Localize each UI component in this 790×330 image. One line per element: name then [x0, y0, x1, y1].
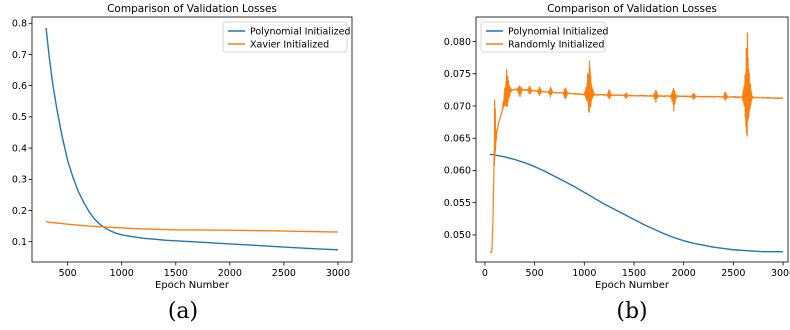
y-tick-label: 0.070 [444, 101, 471, 112]
y-tick-label: 0.2 [12, 206, 27, 217]
legend-label: Xavier Initialized [250, 39, 329, 50]
legend-label: Polynomial Initialized [508, 26, 608, 37]
x-tick-label: 3000 [326, 268, 350, 279]
y-tick-label: 0.060 [444, 166, 471, 177]
series-line [489, 32, 784, 254]
x-axis-label: Epoch Number [155, 280, 230, 291]
plot-frame [31, 16, 353, 263]
y-tick-label: 0.080 [444, 37, 471, 48]
x-tick-label: 3000 [771, 268, 790, 279]
x-tick-label: 2500 [272, 268, 296, 279]
y-tick-label: 0.050 [444, 230, 471, 241]
legend-box [222, 21, 348, 53]
x-tick-label: 1000 [110, 268, 134, 279]
series-line [45, 220, 338, 233]
y-tick-label: 0.5 [12, 112, 27, 123]
x-tick-label: 1500 [164, 268, 188, 279]
legend-box [480, 21, 606, 53]
series-line [489, 153, 784, 253]
x-axis-label: Epoch Number [595, 280, 670, 291]
y-tick-label: 0.6 [12, 81, 27, 92]
y-tick-label: 0.055 [444, 198, 471, 209]
x-tick-label: 0 [482, 268, 488, 279]
x-tick-label: 1000 [572, 268, 596, 279]
x-tick-label: 500 [526, 268, 544, 279]
y-tick-label: 0.7 [12, 50, 27, 61]
panel-caption: (a) [168, 299, 198, 324]
y-tick-label: 0.075 [444, 69, 471, 80]
y-tick-label: 0.1 [12, 237, 27, 248]
legend: Polynomial Initialized Randomly Initializ… [480, 21, 608, 53]
x-tick-label: 2500 [721, 268, 745, 279]
y-tick-label: 0.8 [12, 19, 27, 30]
panel-caption: (b) [616, 299, 647, 324]
x-tick-label: 2000 [218, 268, 242, 279]
x-tick-label: 1500 [622, 268, 646, 279]
chart-title: Comparison of Validation Losses [547, 3, 717, 15]
y-tick-label: 0.065 [444, 134, 471, 145]
legend: Polynomial Initialized Xavier Initialized [222, 21, 350, 53]
x-tick-label: 500 [59, 268, 77, 279]
legend-label: Randomly Initialized [508, 39, 604, 50]
chart-a: Comparison of Validation Losses 500 1000 15… [12, 3, 353, 324]
legend-label: Polynomial Initialized [250, 26, 350, 37]
chart-b: Comparison of Validation Losses 0 500 1000 1… [444, 3, 790, 324]
y-tick-label: 0.4 [12, 143, 27, 154]
plot-frame [475, 16, 789, 263]
series-line [45, 27, 338, 251]
x-tick-label: 2000 [672, 268, 696, 279]
y-tick-label: 0.3 [12, 175, 27, 186]
chart-title: Comparison of Validation Losses [107, 3, 277, 15]
